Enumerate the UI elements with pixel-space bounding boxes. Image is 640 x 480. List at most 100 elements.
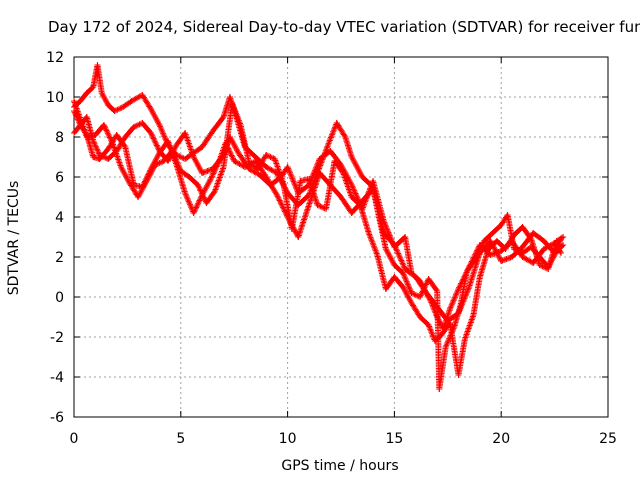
data-point [348,154,355,160]
data-point [92,132,99,138]
data-point [71,130,77,136]
data-point [530,260,537,266]
data-point [229,100,236,106]
y-tick-label: 12 [46,50,64,66]
data-point [476,274,483,280]
data-point [558,250,565,256]
data-point [252,158,259,164]
data-point [316,170,323,176]
series-marks [71,108,564,332]
data-point [425,276,432,282]
data-point [295,234,302,240]
data-point [235,150,242,156]
data-point [220,164,227,170]
data-point [391,244,398,250]
data-point [77,98,84,104]
data-point [455,372,462,378]
data-point [402,234,409,240]
data-point [305,202,312,208]
data-point [434,288,441,294]
data-point [139,120,146,126]
data-point [297,178,304,184]
data-point [182,130,189,136]
data-point [466,284,473,290]
data-point [519,244,526,250]
data-point [263,164,270,170]
x-tick-label: 20 [492,431,510,447]
data-point [530,230,537,236]
series-track-1 [71,62,565,324]
data-point [211,188,218,194]
data-point [431,338,438,344]
x-tick-label: 10 [279,431,297,447]
data-point [147,106,154,112]
data-point [408,290,415,296]
data-marks [71,62,567,392]
data-point [273,192,280,198]
data-point [493,238,500,244]
series-marks [71,62,564,324]
data-point [254,166,261,172]
axis-ticks: 0 5 10 15 20 25 -6 -4 -2 0 2 4 6 8 10 12 [46,50,617,447]
y-tick-label: 10 [46,90,64,106]
plot-frame [73,56,609,418]
data-point [348,194,355,200]
data-point [117,164,124,170]
data-point [164,138,171,144]
data-point [425,322,432,328]
data-point [305,176,312,182]
data-point [100,122,107,128]
data-point [96,156,103,162]
data-point [169,148,176,154]
data-point [382,286,389,292]
data-point [147,130,154,136]
data-point [71,98,77,104]
y-tick-label: 6 [55,170,64,186]
data-point [457,302,464,308]
data-point [511,232,518,238]
data-point [143,178,150,184]
data-point [327,136,334,142]
data-point [536,262,543,268]
data-point [427,298,434,304]
data-point [408,300,415,306]
y-axis-label: SDTVAR / TECUs [6,181,22,296]
data-point [199,170,206,176]
x-tick-label: 15 [385,431,403,447]
series-track-4 [71,98,567,378]
data-point [370,186,377,192]
data-point [152,162,159,168]
data-point [359,174,366,180]
data-point [105,102,112,108]
data-point [284,164,291,170]
data-point [489,230,496,236]
data-point [545,266,552,272]
data-point [511,246,518,252]
data-point [190,154,197,160]
data-point [199,144,206,150]
data-point [357,202,364,208]
data-point [417,294,424,300]
data-point [156,122,163,128]
data-point [540,246,547,252]
data-point [461,336,468,342]
y-tick-label: 4 [55,210,64,226]
data-point [126,180,133,186]
x-tick-label: 5 [176,431,185,447]
data-point [182,156,189,162]
data-point [498,248,505,254]
data-point [186,174,193,180]
data-point [374,252,381,258]
data-point [90,84,97,90]
data-point [216,158,223,164]
data-point [263,174,270,180]
y-tick-label: 8 [55,130,64,146]
data-point [402,266,409,272]
y-tick-label: 0 [55,290,64,306]
data-point [436,386,443,392]
data-point [553,238,560,244]
data-point [359,198,366,204]
data-point [472,256,479,262]
data-point [417,314,424,320]
data-point [113,132,120,138]
